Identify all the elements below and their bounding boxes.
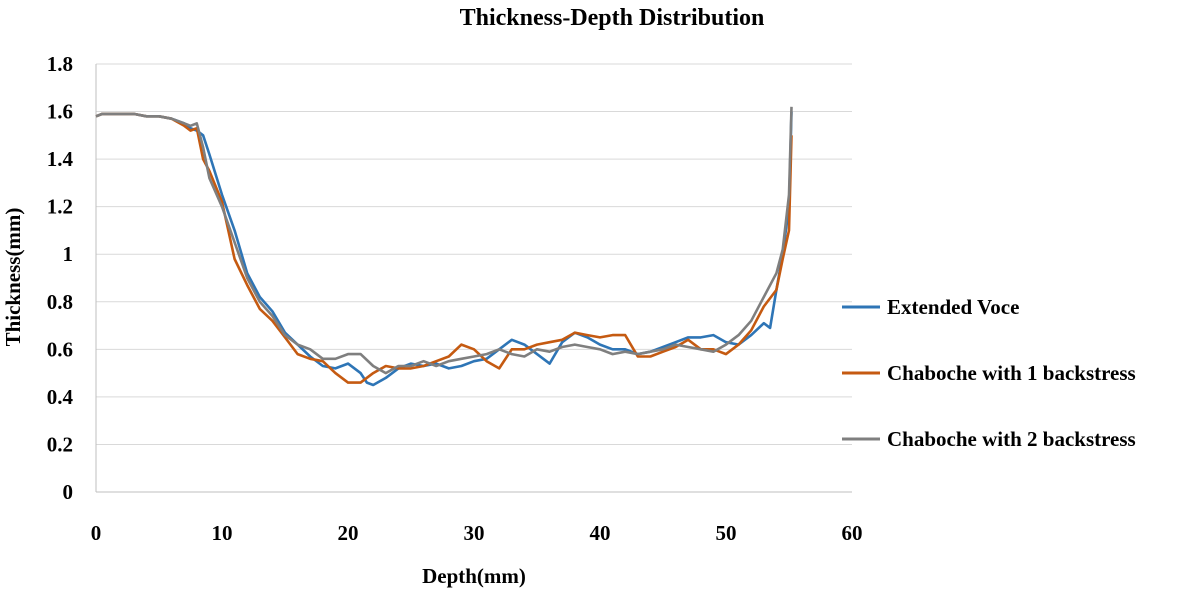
x-tick-label: 20 bbox=[338, 521, 359, 545]
gridlines bbox=[96, 63, 852, 445]
x-tick-label: 10 bbox=[212, 521, 233, 545]
legend-item-2: Chaboche with 1 backstress bbox=[842, 361, 1136, 385]
x-tick-label: 50 bbox=[716, 521, 737, 545]
legend-label: Extended Voce bbox=[887, 295, 1019, 319]
series-line-3 bbox=[95, 106, 793, 375]
y-tick-label: 0.2 bbox=[47, 432, 73, 456]
y-tick-label: 0.8 bbox=[47, 290, 73, 314]
y-tick-label: 1.6 bbox=[47, 100, 73, 124]
y-tick-label: 0 bbox=[63, 480, 74, 504]
series-line-1 bbox=[95, 111, 793, 387]
legend: Extended Voce Chaboche with 1 backstress C… bbox=[842, 295, 1136, 451]
x-axis-label: Depth(mm) bbox=[422, 564, 526, 588]
y-tick-label: 1 bbox=[63, 242, 74, 266]
series-lines bbox=[95, 106, 793, 387]
legend-label: Chaboche with 2 backstress bbox=[887, 427, 1136, 451]
y-tick-label: 1.8 bbox=[47, 52, 73, 76]
y-axis-label: Thickness(mm) bbox=[1, 208, 25, 347]
y-tick-label: 1.4 bbox=[47, 147, 74, 171]
tick-labels: 0 0.2 0.4 0.6 0.8 1 1.2 1.4 1.6 1.8 0 10 20 30 40 50 60 bbox=[47, 52, 863, 545]
legend-item-3: Chaboche with 2 backstress bbox=[842, 427, 1136, 451]
legend-label: Chaboche with 1 backstress bbox=[887, 361, 1136, 385]
x-tick-label: 60 bbox=[842, 521, 863, 545]
series-line-2 bbox=[95, 112, 793, 384]
x-tick-label: 30 bbox=[464, 521, 485, 545]
chart-title: Thickness-Depth Distribution bbox=[460, 5, 765, 31]
y-tick-label: 1.2 bbox=[47, 195, 73, 219]
y-tick-label: 0.6 bbox=[47, 337, 73, 361]
axes bbox=[95, 64, 852, 493]
y-tick-label: 0.4 bbox=[47, 385, 74, 409]
x-tick-label: 0 bbox=[91, 521, 102, 545]
legend-item-1: Extended Voce bbox=[842, 295, 1019, 319]
x-tick-label: 40 bbox=[590, 521, 611, 545]
